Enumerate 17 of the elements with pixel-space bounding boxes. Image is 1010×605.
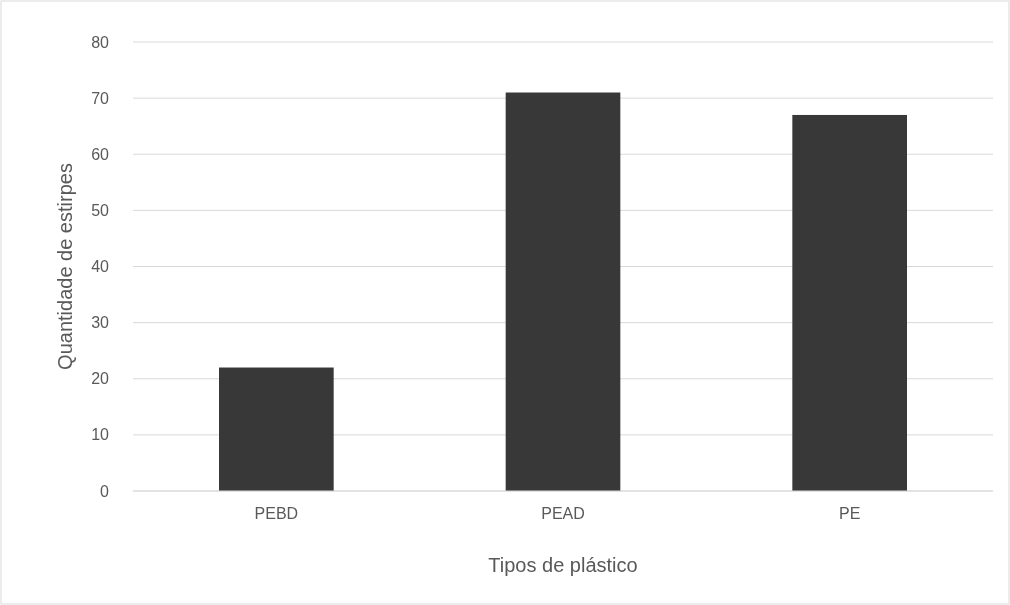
bar <box>505 92 621 491</box>
y-tick-label: 10 <box>91 426 110 444</box>
y-tick-label: 80 <box>91 33 110 51</box>
bar <box>219 367 334 491</box>
y-axis-title: Quantidade de estirpes <box>54 163 76 370</box>
x-axis-title: Tipos de plástico <box>488 554 638 576</box>
y-tick-label: 50 <box>91 201 110 219</box>
y-tick-label: 20 <box>91 370 110 388</box>
x-tick-label: PEBD <box>254 505 299 522</box>
y-tick-label: 0 <box>100 482 110 500</box>
x-tick-label: PEAD <box>541 505 585 522</box>
y-tick-label: 40 <box>91 258 110 276</box>
y-tick-label: 30 <box>91 314 110 332</box>
y-tick-label: 70 <box>91 89 110 107</box>
bar <box>792 114 907 491</box>
x-tick-label: PE <box>838 505 861 522</box>
y-tick-label: 60 <box>91 145 110 163</box>
